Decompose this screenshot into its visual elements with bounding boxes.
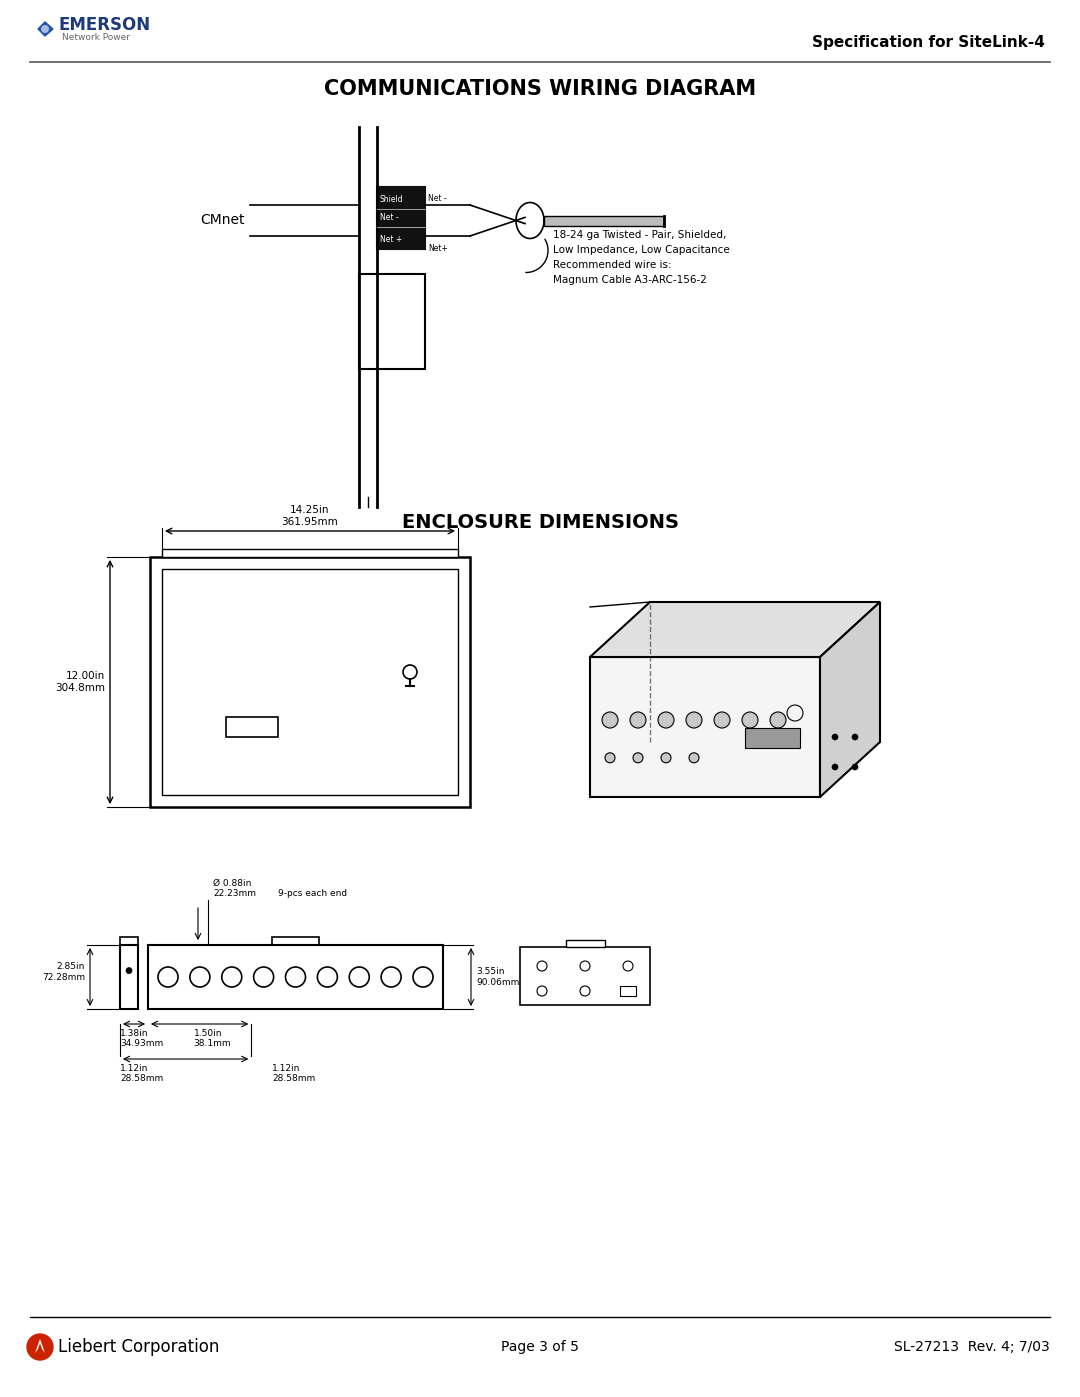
Text: 18-24 ga Twisted - Pair, Shielded,
Low Impedance, Low Capacitance
Recommended wi: 18-24 ga Twisted - Pair, Shielded, Low I…	[553, 231, 730, 285]
Circle shape	[605, 753, 615, 763]
Text: 1.12in
28.58mm: 1.12in 28.58mm	[120, 1065, 163, 1084]
Polygon shape	[820, 602, 880, 798]
Text: Net+: Net+	[428, 244, 448, 253]
Bar	[544, 215, 664, 225]
Text: 12.00in
304.8mm: 12.00in 304.8mm	[55, 671, 105, 693]
Text: ENCLOSURE DIMENSIONS: ENCLOSURE DIMENSIONS	[402, 513, 678, 531]
Circle shape	[689, 753, 699, 763]
Circle shape	[742, 712, 758, 728]
Text: 9-pcs each end: 9-pcs each end	[278, 888, 347, 898]
Circle shape	[770, 712, 786, 728]
Circle shape	[661, 753, 671, 763]
Circle shape	[686, 712, 702, 728]
Text: 1.38in
34.93mm: 1.38in 34.93mm	[120, 1030, 163, 1048]
Circle shape	[852, 764, 858, 770]
Polygon shape	[590, 602, 880, 657]
Polygon shape	[38, 22, 53, 36]
Circle shape	[852, 733, 858, 740]
Text: Shield: Shield	[380, 194, 404, 204]
Text: Net -: Net -	[428, 194, 447, 203]
Text: SL-27213  Rev. 4; 7/03: SL-27213 Rev. 4; 7/03	[894, 1340, 1050, 1354]
Bar	[148, 944, 443, 1009]
Bar	[519, 947, 650, 1004]
Bar	[566, 940, 605, 947]
Bar	[620, 986, 636, 996]
Bar	[745, 728, 800, 747]
Text: Net +: Net +	[380, 235, 402, 243]
Text: COMMUNICATIONS WIRING DIAGRAM: COMMUNICATIONS WIRING DIAGRAM	[324, 80, 756, 99]
Text: 2.85in
72.28mm: 2.85in 72.28mm	[42, 963, 85, 982]
Text: Net -: Net -	[380, 214, 399, 222]
Bar	[272, 937, 319, 944]
Polygon shape	[35, 1338, 45, 1354]
Circle shape	[126, 968, 132, 974]
Circle shape	[41, 25, 49, 34]
Bar	[162, 569, 458, 795]
Text: Liebert Corporation: Liebert Corporation	[58, 1338, 219, 1356]
Bar	[120, 944, 138, 1009]
Text: Page 3 of 5: Page 3 of 5	[501, 1340, 579, 1354]
Text: 1.50in
38.1mm: 1.50in 38.1mm	[193, 1030, 231, 1048]
Text: 1.12in
28.58mm: 1.12in 28.58mm	[272, 1065, 315, 1084]
Text: Network Power: Network Power	[62, 32, 130, 42]
Circle shape	[832, 733, 838, 740]
Text: EMERSON: EMERSON	[58, 15, 150, 34]
Bar	[226, 717, 278, 738]
Text: Ø 0.88in
22.23mm: Ø 0.88in 22.23mm	[213, 879, 256, 898]
Bar	[359, 274, 426, 369]
Circle shape	[714, 712, 730, 728]
Text: Specification for SiteLink-4: Specification for SiteLink-4	[812, 35, 1045, 49]
Bar	[162, 549, 458, 557]
Circle shape	[633, 753, 643, 763]
Text: 3.55in
90.06mm: 3.55in 90.06mm	[476, 967, 519, 986]
Polygon shape	[590, 657, 820, 798]
Circle shape	[832, 764, 838, 770]
Circle shape	[630, 712, 646, 728]
Text: CMnet: CMnet	[201, 214, 245, 228]
Circle shape	[658, 712, 674, 728]
Circle shape	[602, 712, 618, 728]
Bar	[120, 937, 138, 944]
Bar	[150, 557, 470, 807]
Bar	[377, 187, 426, 249]
Circle shape	[27, 1334, 53, 1361]
Text: 14.25in
361.95mm: 14.25in 361.95mm	[282, 506, 338, 527]
